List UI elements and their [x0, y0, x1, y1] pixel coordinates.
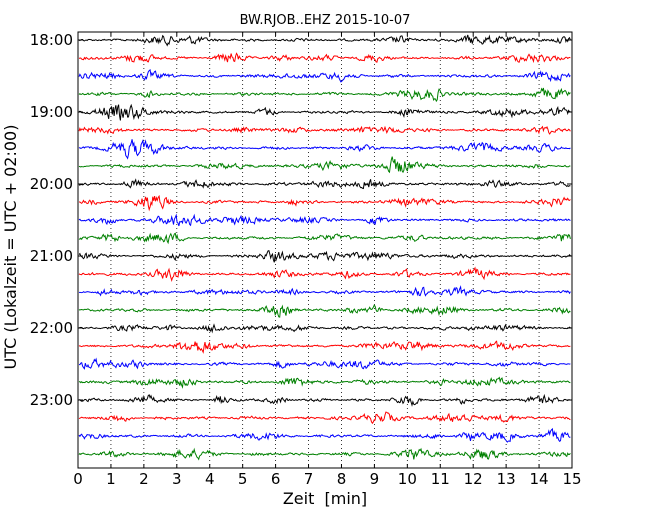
y-tick-label: 23:00 — [30, 391, 73, 409]
trace-2100 — [78, 250, 571, 263]
trace-2200 — [78, 323, 571, 334]
plot-frame — [77, 31, 573, 469]
x-tick-label: 13 — [497, 470, 516, 488]
chart-title: BW.RJOB..EHZ 2015-10-07 — [240, 13, 411, 28]
trace-2315 — [78, 411, 571, 425]
trace-1800 — [78, 34, 571, 47]
x-tick-label: 2 — [139, 470, 149, 488]
trace-2245 — [78, 376, 571, 389]
x-tick-label: 1 — [106, 470, 116, 488]
trace-2230 — [78, 357, 571, 370]
trace-2045 — [78, 232, 571, 245]
x-tick-label: 4 — [205, 470, 215, 488]
x-tick-label: 3 — [172, 470, 182, 488]
x-tick-label: 9 — [370, 470, 380, 488]
trace-2145 — [78, 304, 571, 318]
x-tick-label: 11 — [431, 470, 450, 488]
trace-1830 — [78, 68, 571, 83]
trace-2300 — [78, 393, 571, 407]
y-axis: 18:00 19:00 20:00 21:00 22:00 23:00 — [30, 31, 572, 409]
y-tick-label: 22:00 — [30, 319, 73, 337]
trace-2330 — [78, 427, 571, 443]
x-tick-label: 7 — [304, 470, 314, 488]
grid-lines — [110, 32, 540, 468]
y-tick-label: 20:00 — [30, 175, 73, 193]
x-tick-label: 8 — [337, 470, 347, 488]
trace-1845 — [78, 87, 571, 103]
trace-2345 — [78, 447, 571, 461]
x-axis-label: Zeit [min] — [283, 489, 367, 508]
trace-2030 — [78, 213, 571, 227]
y-tick-label: 21:00 — [30, 247, 73, 265]
trace-1930 — [78, 138, 571, 160]
trace-1945 — [78, 156, 571, 174]
x-tick-label: 14 — [530, 470, 549, 488]
trace-2130 — [78, 285, 571, 297]
trace-2015 — [79, 194, 571, 212]
trace-1900 — [78, 103, 571, 121]
x-tick-label: 10 — [398, 470, 417, 488]
y-tick-label: 18:00 — [30, 31, 73, 49]
trace-1915 — [78, 125, 571, 135]
trace-2000 — [78, 178, 571, 190]
x-tick-label: 6 — [271, 470, 281, 488]
x-tick-label: 5 — [238, 470, 248, 488]
trace-2115 — [78, 266, 571, 283]
x-tick-label: 12 — [464, 470, 483, 488]
trace-1815 — [78, 52, 571, 64]
trace-2215 — [78, 340, 571, 354]
x-tick-label: 0 — [73, 470, 83, 488]
trace-group — [78, 34, 571, 461]
x-tick-label: 15 — [562, 470, 581, 488]
y-tick-label: 19:00 — [30, 103, 73, 121]
x-axis: 0 1 2 3 4 5 6 7 8 9 10 11 12 13 14 15 — [73, 32, 582, 488]
y-axis-label: UTC (Lokalzeit = UTC + 02:00) — [1, 125, 20, 370]
